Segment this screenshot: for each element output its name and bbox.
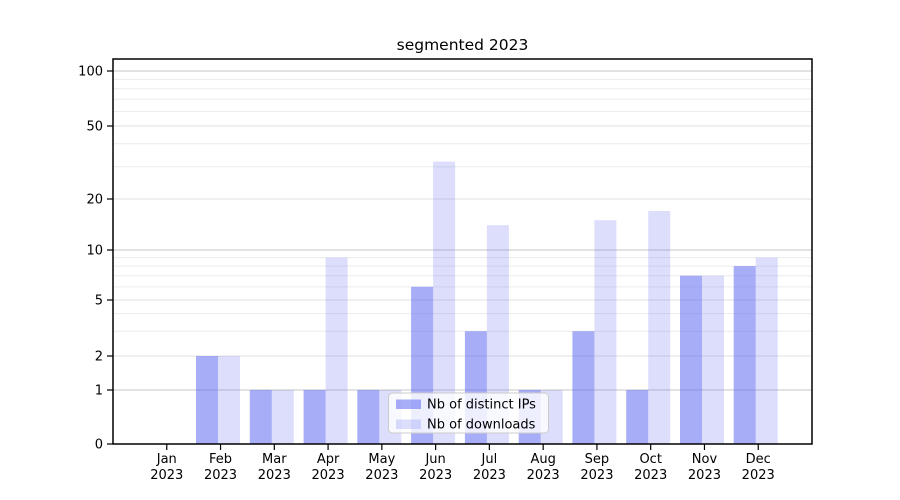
y-tick-label-20: 20	[86, 193, 103, 208]
y-tick-label-50: 50	[86, 120, 103, 135]
legend-box	[388, 392, 549, 434]
bar-downloads-sep-2023	[594, 220, 617, 444]
bar-distinct-ips-oct-2023	[626, 390, 649, 444]
bar-distinct-ips-may-2023	[357, 390, 380, 444]
y-tick-label-10: 10	[86, 244, 103, 259]
x-tick-label-dec: Dec	[746, 452, 771, 467]
bar-downloads-dec-2023	[755, 257, 778, 444]
x-tick-label-oct: Oct	[639, 452, 661, 467]
bar-downloads-oct-2023	[648, 211, 671, 444]
x-tick-label-nov-2023-year: 2023	[688, 468, 721, 483]
x-tick-label-jul: Jul	[481, 452, 498, 467]
x-tick-label-nov: Nov	[692, 452, 718, 467]
y-tick-label-0: 0	[95, 438, 103, 453]
x-tick-label-aug: Aug	[530, 452, 555, 467]
bar-downloads-nov-2023	[702, 275, 724, 444]
x-tick-label-jan-2023-year: 2023	[150, 468, 183, 483]
x-tick-label-sep: Sep	[585, 452, 610, 467]
x-tick-label-dec-2023-year: 2023	[742, 468, 775, 483]
x-tick-label-jun: Jun	[424, 452, 445, 467]
plot-border	[112, 58, 813, 445]
bar-downloads-mar-2023	[271, 390, 294, 444]
y-tick-label-5: 5	[95, 294, 103, 309]
x-tick-label-apr-2023-year: 2023	[312, 468, 345, 483]
x-tick-label-apr: Apr	[317, 452, 340, 467]
y-tick-label-100: 100	[78, 65, 103, 80]
x-tick-label-mar-2023-year: 2023	[258, 468, 291, 483]
bar-distinct-ips-feb-2023	[196, 356, 218, 444]
x-tick-label-jul-2023-year: 2023	[473, 468, 506, 483]
y-tick-label-1: 1	[95, 384, 103, 399]
bar-downloads-jul-2023	[486, 225, 509, 444]
bar-distinct-ips-apr-2023	[303, 390, 326, 444]
chart-title: segmented 2023	[396, 36, 529, 54]
legend-swatch-nb-of-distinct-ips	[396, 399, 421, 409]
x-tick-label-jun-2023-year: 2023	[419, 468, 452, 483]
x-tick-label-oct-2023-year: 2023	[634, 468, 667, 483]
x-tick-label-mar: Mar	[262, 452, 287, 467]
bar-distinct-ips-nov-2023	[680, 275, 702, 444]
legend-label-nb-of-distinct-ips: Nb of distinct IPs	[427, 398, 536, 413]
bar-downloads-apr-2023	[325, 257, 348, 444]
x-tick-label-sep-2023-year: 2023	[580, 468, 613, 483]
x-tick-label-feb: Feb	[209, 452, 232, 467]
legend-label-nb-of-downloads: Nb of downloads	[427, 418, 536, 433]
y-tick-label-2: 2	[95, 350, 103, 365]
bar-downloads-feb-2023	[218, 356, 240, 444]
x-tick-label-feb-2023-year: 2023	[204, 468, 237, 483]
bar-distinct-ips-mar-2023	[249, 390, 272, 444]
bar-distinct-ips-sep-2023	[572, 331, 595, 444]
legend-swatch-nb-of-downloads	[396, 419, 421, 429]
x-tick-label-jan: Jan	[156, 452, 177, 467]
x-tick-label-may: May	[368, 452, 395, 467]
x-tick-label-aug-2023-year: 2023	[527, 468, 560, 483]
x-tick-label-may-2023-year: 2023	[365, 468, 398, 483]
bar-distinct-ips-dec-2023	[733, 266, 756, 444]
bar-downloads-jun-2023	[433, 161, 456, 444]
